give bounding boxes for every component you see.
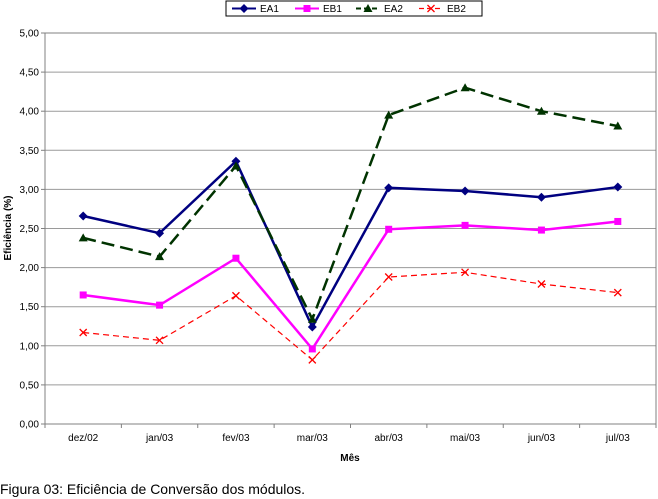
- legend-label-eb2: EB2: [447, 4, 466, 15]
- legend-item-ea2: EA2: [356, 4, 403, 15]
- data-point-ea1: [307, 322, 317, 332]
- data-point-ea1: [78, 211, 88, 221]
- series-eb2: [79, 268, 622, 364]
- data-point-ea1: [155, 228, 165, 238]
- y-tick-label: 1,50: [20, 302, 40, 313]
- series-group: [78, 83, 623, 364]
- y-axis-title: Eficiência (%): [3, 195, 14, 260]
- y-tick-label: 1,00: [20, 341, 40, 352]
- data-point-ea2: [536, 106, 546, 115]
- data-point-ea2: [78, 233, 88, 242]
- data-point-eb2: [231, 291, 240, 300]
- chart: EA1 EB1 EA2 EB2 0,00 0,50 1,00 1,50 2,00 2,50 3,0…: [3, 0, 657, 464]
- data-point-eb2: [308, 355, 317, 364]
- x-tick-label: mai/03: [450, 433, 480, 444]
- data-point-eb2: [79, 328, 88, 337]
- data-point-ea2: [155, 252, 165, 261]
- x-axis: dez/02 jan/03 fev/03 mar/03 abr/03 mai/03 jun/…: [44, 424, 657, 444]
- legend-item-ea1: EA1: [232, 4, 279, 15]
- y-tick-label: 2,00: [20, 263, 40, 274]
- data-point-eb2: [384, 273, 393, 281]
- data-point-eb2: [537, 280, 546, 288]
- legend-label-eb1: EB1: [323, 4, 342, 15]
- x-tick-label: jan/03: [145, 433, 174, 444]
- data-point-ea1: [613, 182, 623, 192]
- series-line-ea1: [82, 159, 618, 330]
- series-eb1: [79, 217, 622, 353]
- data-point-eb2: [461, 268, 470, 277]
- x-tick-label: jun/03: [527, 433, 556, 444]
- x-tick-label: fev/03: [222, 433, 250, 444]
- y-tick-label: 3,00: [20, 185, 40, 196]
- data-point-ea2: [460, 83, 470, 92]
- series-line-eb1: [83, 220, 618, 352]
- data-point-ea2: [613, 121, 623, 130]
- x-axis-title: Mês: [340, 453, 360, 464]
- legend-item-eb2: EB2: [419, 4, 466, 15]
- legend-marker-eb1: [303, 5, 311, 12]
- legend: EA1 EB1 EA2 EB2: [225, 0, 483, 17]
- series-line-eb2: [83, 271, 618, 361]
- figure-caption: Figura 03: Eficiência de Conversão dos m…: [0, 481, 306, 497]
- data-point-ea1: [460, 186, 470, 196]
- x-tick-label: mar/03: [297, 433, 329, 444]
- data-point-eb2: [155, 336, 164, 345]
- data-point-ea2: [231, 161, 241, 170]
- y-tick-label: 4,50: [20, 68, 40, 79]
- legend-marker-ea2: [363, 4, 373, 12]
- data-point-ea1: [384, 183, 394, 193]
- y-tick-label: 2,50: [20, 224, 40, 235]
- legend-marker-ea1: [239, 4, 249, 13]
- y-tick-label: 4,00: [20, 107, 40, 118]
- series-ea2: [78, 83, 623, 323]
- legend-label-ea2: EA2: [384, 4, 403, 15]
- data-point-ea2: [307, 314, 317, 323]
- data-point-eb1: [461, 221, 469, 229]
- data-point-eb2: [613, 288, 622, 297]
- data-point-ea1: [536, 192, 546, 202]
- y-tick-label: 3,50: [20, 146, 40, 157]
- data-point-eb1: [537, 226, 545, 234]
- y-tick-label: 0,00: [20, 420, 40, 431]
- data-point-eb1: [156, 301, 164, 309]
- x-tick-label: jul/03: [605, 433, 630, 444]
- data-point-eb1: [614, 217, 622, 225]
- y-axis: 0,00 0,50 1,00 1,50 2,00 2,50 3,00 3,50 4,00 4,50…: [20, 29, 45, 431]
- legend-label-ea1: EA1: [260, 4, 279, 15]
- data-point-eb1: [385, 225, 393, 233]
- x-tick-label: abr/03: [375, 433, 404, 444]
- x-tick-label: dez/02: [68, 433, 98, 444]
- data-point-ea1: [231, 156, 241, 166]
- series-line-ea2: [82, 86, 619, 323]
- data-point-eb1: [308, 345, 316, 353]
- series-ea1: [78, 156, 623, 332]
- y-tick-label: 5,00: [20, 29, 40, 40]
- legend-marker-eb2: [427, 4, 435, 13]
- legend-box: [225, 0, 483, 17]
- data-point-eb1: [232, 254, 240, 262]
- legend-item-eb1: EB1: [295, 4, 342, 15]
- y-tick-label: 0,50: [20, 380, 40, 391]
- data-point-ea2: [384, 110, 394, 119]
- data-point-eb1: [79, 291, 87, 299]
